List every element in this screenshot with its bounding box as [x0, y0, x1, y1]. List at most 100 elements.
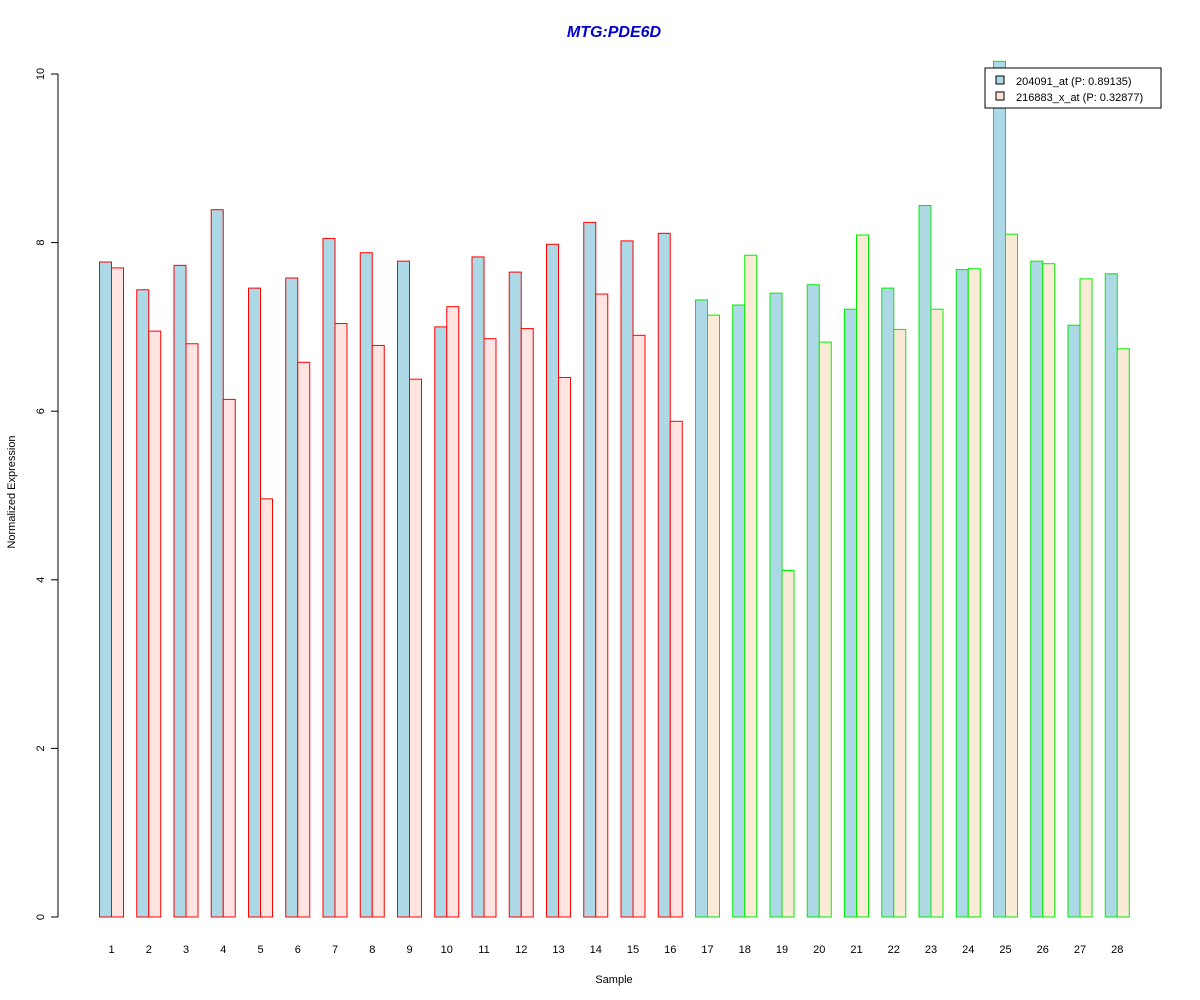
bar-216883-x-at — [781, 570, 795, 918]
bar-204091-at — [695, 299, 708, 918]
x-axis: 1 2 3 4 5 6 7 8 9 10 11 12 13 14 15 16 17 18 19 20 21 22 23 24 2… — [108, 944, 1123, 956]
bar-204091-at — [844, 308, 857, 918]
bar-204091-at — [769, 292, 783, 918]
bar-216883-x-at — [930, 308, 944, 918]
bar-204091-at — [918, 205, 932, 918]
x-tick-label: 5 — [257, 944, 263, 956]
x-tick-label: 14 — [590, 944, 602, 956]
x-tick-label: 15 — [627, 944, 639, 956]
x-tick-label: 22 — [888, 944, 900, 956]
bar-216883-x-at — [520, 328, 534, 918]
bar-216883-x-at — [818, 341, 832, 918]
bar-216883-x-at — [483, 338, 497, 918]
y-tick-label: 10 — [35, 68, 47, 80]
bar-204091-at — [136, 289, 150, 918]
y-tick-label: 0 — [35, 914, 47, 920]
x-tick-label: 24 — [962, 944, 974, 956]
x-tick-label: 3 — [183, 944, 189, 956]
x-tick-label: 25 — [999, 944, 1011, 956]
bar-204091-at — [397, 260, 410, 918]
bar-204091-at — [955, 269, 969, 918]
x-tick-label: 26 — [1037, 944, 1049, 956]
bar-204091-at — [657, 232, 671, 918]
bar-216883-x-at — [744, 254, 758, 918]
x-tick-label: 9 — [406, 944, 412, 956]
bar-204091-at — [210, 209, 224, 918]
bar-216883-x-at — [1079, 278, 1093, 918]
y-tick-label: 4 — [35, 577, 47, 583]
bar-216883-x-at — [371, 344, 385, 918]
x-tick-label: 23 — [925, 944, 937, 956]
bar-216883-x-at — [297, 361, 311, 918]
bar-216883-x-at — [1042, 263, 1056, 918]
x-axis-label: Sample — [595, 974, 632, 986]
bar-216883-x-at — [222, 398, 236, 918]
x-tick-label: 7 — [332, 944, 338, 956]
bar-204091-at — [471, 256, 485, 918]
bar-204091-at — [620, 240, 634, 918]
bar-204091-at — [359, 252, 373, 918]
bar-216883-x-at — [1116, 348, 1130, 918]
x-tick-label: 20 — [813, 944, 825, 956]
bar-204091-at — [1030, 260, 1044, 918]
bars — [99, 60, 1130, 918]
bar-204091-at — [881, 287, 895, 918]
bar-204091-at — [248, 287, 261, 918]
bar-216883-x-at — [669, 420, 683, 918]
bar-204091-at — [1067, 324, 1081, 918]
x-tick-label: 16 — [664, 944, 676, 956]
bar-204091-at — [508, 271, 522, 918]
bar-216883-x-at — [260, 498, 273, 918]
x-tick-label: 10 — [441, 944, 453, 956]
x-tick-label: 8 — [369, 944, 375, 956]
bar-216883-x-at — [558, 376, 571, 918]
bar-204091-at — [99, 261, 112, 918]
bar-216883-x-at — [707, 314, 720, 918]
bar-216883-x-at — [148, 330, 162, 918]
chart-title: MTG:PDE6D — [567, 24, 662, 41]
legend-swatch — [995, 75, 1005, 85]
bar-216883-x-at — [967, 268, 981, 918]
legend-swatch — [995, 91, 1005, 101]
bar-216883-x-at — [595, 293, 609, 918]
bar-204091-at — [583, 221, 597, 918]
x-tick-label: 1 — [108, 944, 114, 956]
bar-204091-at — [285, 277, 299, 918]
bar-216883-x-at — [856, 234, 869, 918]
bar-204091-at — [1104, 273, 1118, 918]
x-tick-label: 2 — [146, 944, 152, 956]
bar-216883-x-at — [334, 323, 348, 918]
y-axis-label: Normalized Expression — [6, 435, 18, 548]
bar-204091-at — [993, 60, 1006, 918]
x-tick-label: 6 — [295, 944, 301, 956]
x-tick-label: 13 — [552, 944, 564, 956]
y-axis: 0 2 4 6 8 10 — [35, 68, 59, 920]
bar-204091-at — [434, 326, 448, 918]
bar-216883-x-at — [1005, 233, 1018, 918]
legend-label: 216883_x_at (P: 0.32877) — [1016, 92, 1143, 104]
x-tick-label: 28 — [1111, 944, 1123, 956]
bar-216883-x-at — [409, 378, 422, 918]
bar-216883-x-at — [632, 334, 646, 918]
x-tick-label: 18 — [739, 944, 751, 956]
x-tick-label: 11 — [478, 944, 489, 956]
y-tick-label: 2 — [35, 745, 47, 751]
bar-204091-at — [173, 264, 187, 918]
bar-204091-at — [732, 304, 746, 918]
y-tick-label: 8 — [35, 240, 47, 246]
x-tick-label: 27 — [1074, 944, 1086, 956]
x-tick-label: 12 — [515, 944, 527, 956]
bar-204091-at — [322, 237, 336, 918]
legend: 204091_at (P: 0.89135) 216883_x_at (P: 0.… — [984, 67, 1162, 109]
x-tick-label: 19 — [776, 944, 788, 956]
x-tick-label: 21 — [850, 944, 862, 956]
legend-box — [984, 67, 1162, 109]
legend-label: 204091_at (P: 0.89135) — [1016, 76, 1132, 88]
x-tick-label: 4 — [220, 944, 226, 956]
bar-216883-x-at — [111, 267, 124, 918]
bar-204091-at — [806, 284, 820, 918]
x-tick-label: 17 — [701, 944, 713, 956]
bar-204091-at — [546, 243, 559, 918]
bar-216883-x-at — [446, 306, 460, 918]
